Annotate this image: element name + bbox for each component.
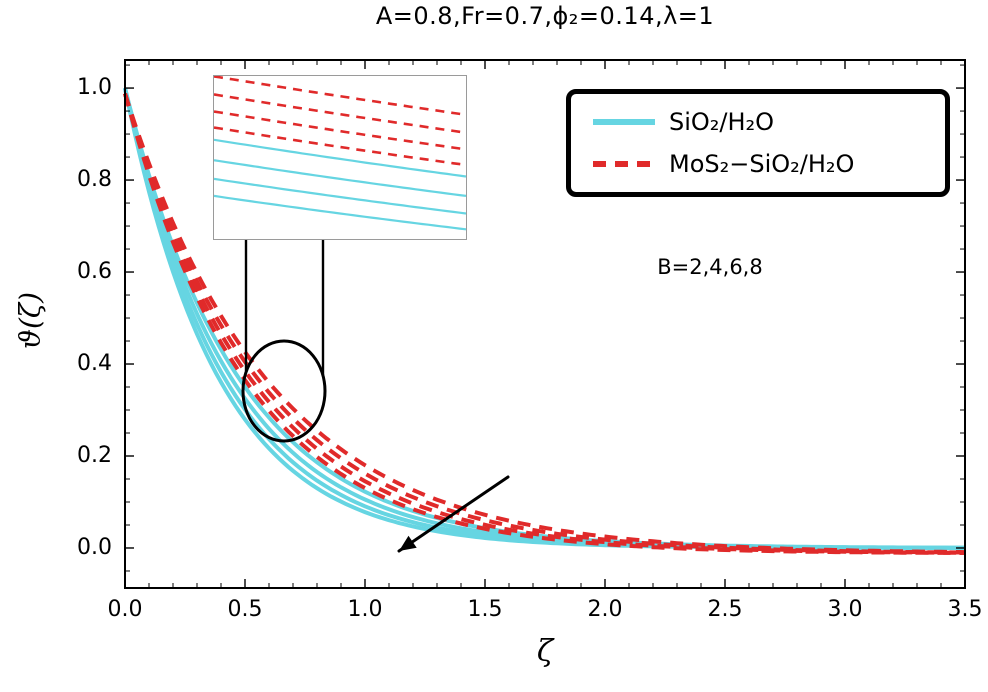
- chart-title: A=0.8,Fr=0.7,ϕ₂=0.14,λ=1: [375, 2, 715, 30]
- inset-curve-mos2-b4: [214, 93, 466, 134]
- legend-line-sample-sio2: [593, 119, 655, 125]
- trend-arrow: [397, 475, 510, 553]
- inset-curve-mos2-b2: [214, 76, 466, 117]
- inset-curve-mos2-b8: [214, 126, 466, 167]
- trend-arrow-head: [399, 535, 417, 551]
- legend-label-mos2: MoS₂−SiO₂/H₂O: [669, 150, 855, 178]
- legend-line-sample-mos2: [593, 161, 655, 167]
- inset-curve-sio2-b8: [214, 194, 466, 231]
- curve-mos2-b4: [123, 93, 965, 555]
- x-axis-label: ζ: [536, 634, 554, 669]
- y-axis-label: ϑ(ζ): [13, 291, 47, 350]
- inset-curve-sio2-b6: [214, 177, 466, 215]
- inset-curve-sio2-b4: [214, 159, 466, 197]
- legend-entry-mos2: MoS₂−SiO₂/H₂O: [593, 150, 945, 178]
- curve-mos2-b6: [123, 93, 965, 555]
- plot-frame: [124, 59, 966, 589]
- inset-plot: [213, 75, 467, 240]
- legend-entry-sio2: SiO₂/H₂O: [593, 108, 945, 136]
- legend-label-sio2: SiO₂/H₂O: [669, 108, 775, 136]
- zoom-ellipse: [241, 339, 327, 443]
- legend: SiO₂/H₂O MoS₂−SiO₂/H₂O: [566, 89, 950, 197]
- curve-mos2-b8: [123, 93, 965, 555]
- inset-canvas: [214, 76, 466, 231]
- curve-sio2-b8: [123, 87, 965, 550]
- annotation-b-values: B=2,4,6,8: [657, 255, 763, 279]
- inset-curve-mos2-b6: [214, 110, 466, 151]
- inset-curve-sio2-b2: [214, 138, 466, 178]
